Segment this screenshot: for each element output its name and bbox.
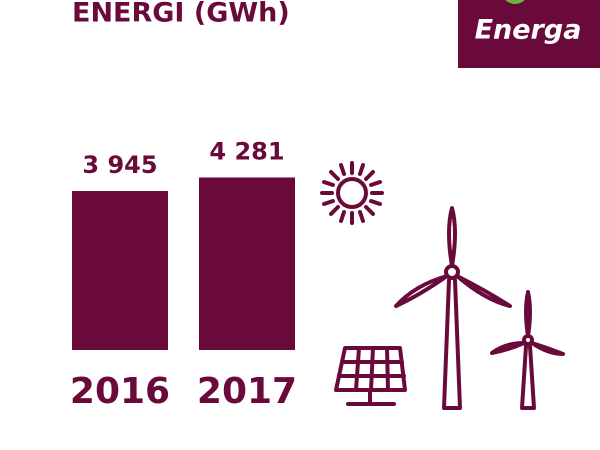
logo: Energa: [458, 0, 600, 68]
value-label: 3 945: [82, 151, 157, 179]
chart-title: ENERGI (GWh): [72, 0, 290, 29]
value-label: 4 281: [209, 137, 284, 165]
logo-text: Energa: [475, 15, 582, 46]
wind-turbine-large: [394, 206, 512, 410]
x-tick-label: 2017: [197, 371, 297, 412]
bar: [72, 191, 168, 350]
bar: [199, 177, 295, 350]
wind-turbine-small: [490, 290, 565, 410]
sun-icon: [320, 161, 384, 225]
logo-leaf: [505, 0, 525, 4]
x-tick-label: 2016: [70, 371, 170, 412]
solar-panel-icon: [334, 346, 407, 406]
logo-box: [458, 0, 600, 68]
